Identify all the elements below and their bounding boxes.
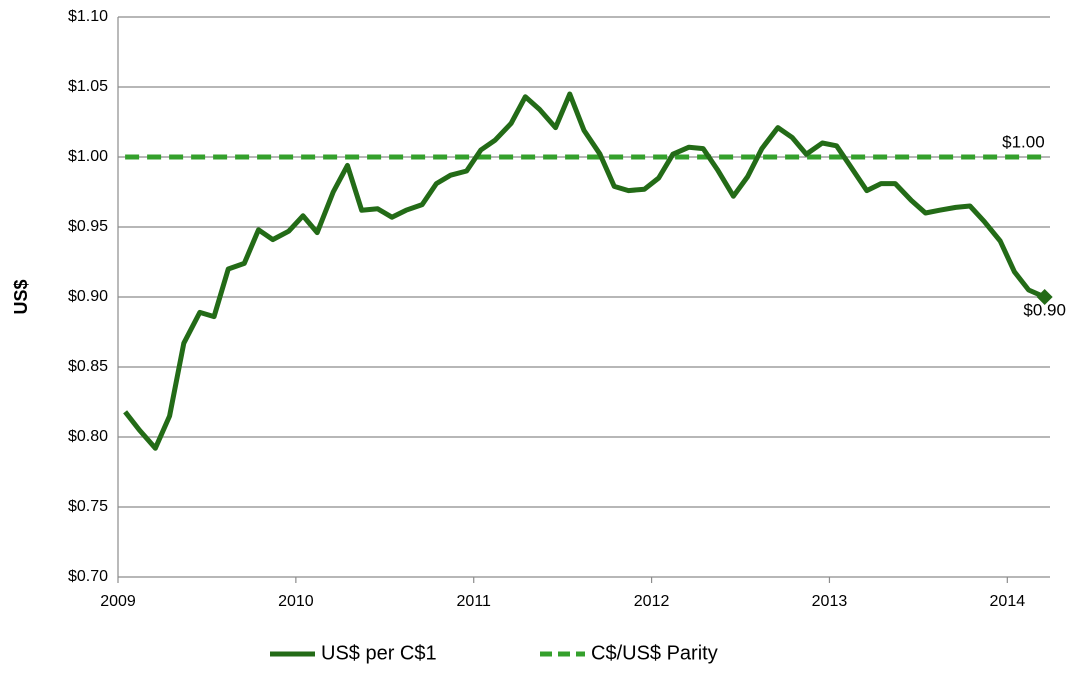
line	[123, 91, 1046, 451]
end-label: $1.00	[1002, 132, 1045, 151]
y-axis-label: US$	[11, 279, 31, 314]
y-tick-label: $1.10	[68, 8, 108, 25]
legend-label: C$/US$ Parity	[591, 642, 718, 664]
y-tick-label: $0.70	[68, 568, 108, 585]
x-tick-label: 2014	[990, 593, 1026, 610]
y-tick-label: $0.80	[68, 428, 108, 445]
end-label: $0.90	[1023, 300, 1066, 319]
x-tick-label: 2013	[812, 593, 848, 610]
x-tick-label: 2010	[278, 593, 314, 610]
legend-label: US$ per C$1	[321, 642, 437, 664]
x-tick-label: 2011	[457, 593, 492, 610]
x-tick-label: 2009	[100, 593, 136, 610]
y-tick-label: $0.90	[68, 288, 108, 305]
y-tick-label: $1.05	[68, 78, 108, 95]
y-tick-label: $0.85	[68, 358, 108, 375]
y-tick-label: $0.95	[68, 218, 108, 235]
y-tick-label: $0.75	[68, 498, 108, 515]
y-tick-label: $1.00	[68, 148, 108, 165]
end-marker	[1036, 289, 1053, 305]
x-tick-label: 2012	[634, 593, 670, 610]
